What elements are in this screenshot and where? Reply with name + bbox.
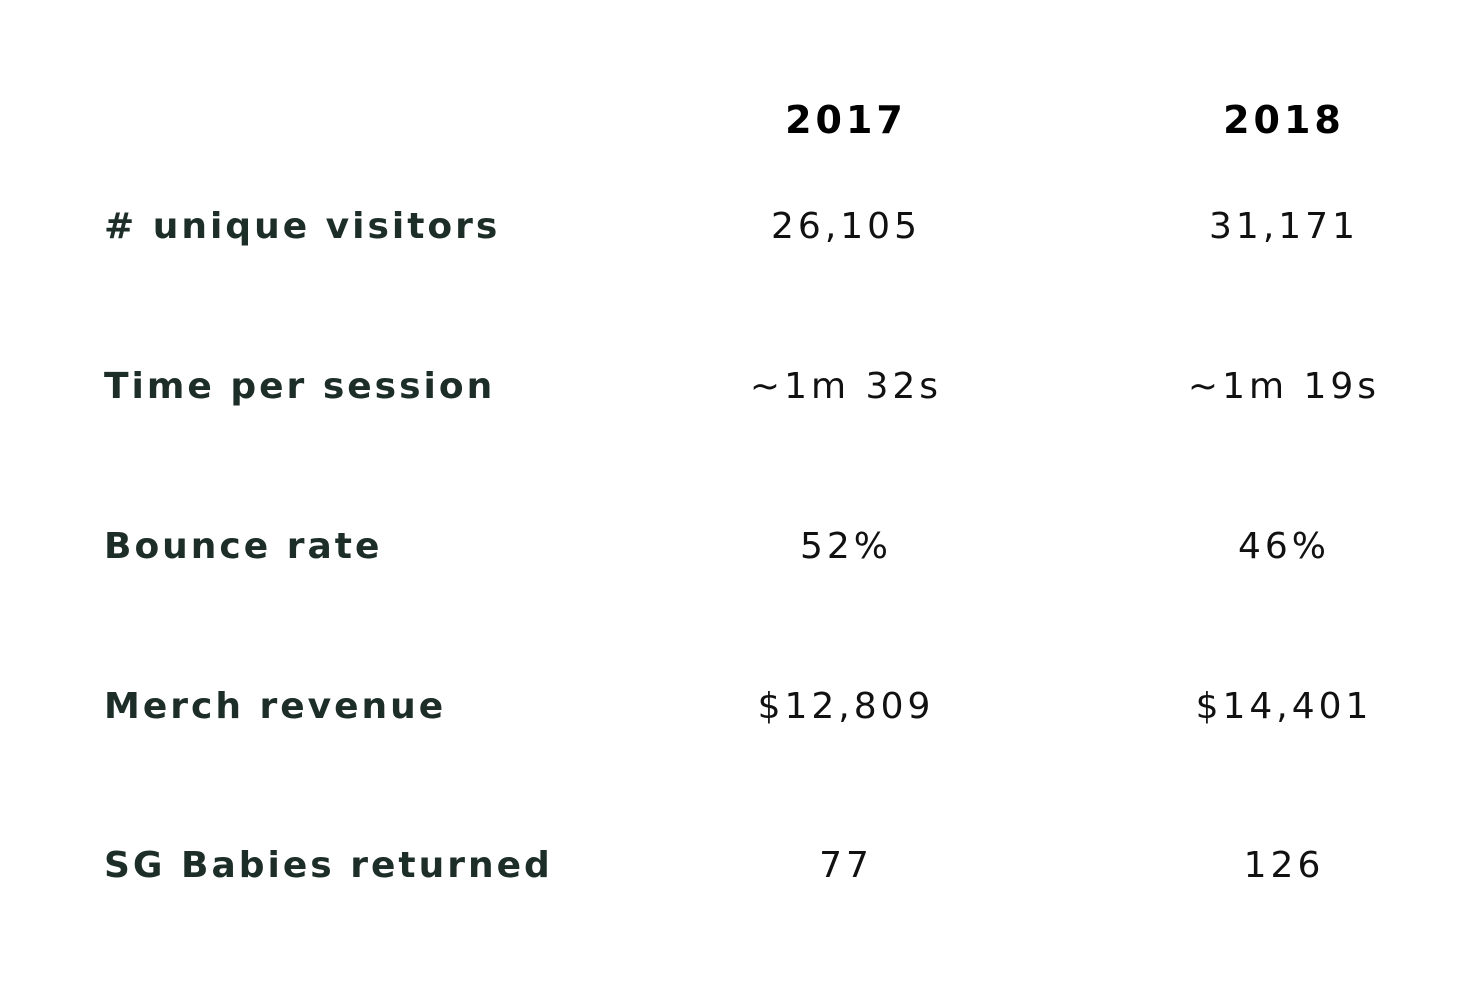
cell-2017: 77 (819, 845, 873, 886)
table-header-row: 2017 2018 (0, 92, 1479, 148)
table-row-time-per-session: Time per session ~1m 32s ~1m 19s (0, 357, 1479, 417)
row-label: Time per session (104, 366, 496, 407)
cell-2018: $14,401 (1195, 686, 1373, 727)
row-label: Merch revenue (104, 686, 447, 727)
cell-2018: 31,171 (1209, 206, 1359, 247)
row-label: SG Babies returned (104, 845, 553, 886)
cell-2018: ~1m 19s (1187, 366, 1381, 407)
table-row-bounce-rate: Bounce rate 52% 46% (0, 517, 1479, 577)
row-label: Bounce rate (104, 526, 383, 567)
row-label: # unique visitors (104, 206, 501, 247)
cell-2017: ~1m 32s (749, 366, 943, 407)
table-row-unique-visitors: # unique visitors 26,105 31,171 (0, 197, 1479, 257)
table-row-merch-revenue: Merch revenue $12,809 $14,401 (0, 677, 1479, 737)
table-row-sg-babies-returned: SG Babies returned 77 126 (0, 836, 1479, 896)
cell-2018: 46% (1237, 526, 1330, 567)
column-header-2018: 2018 (1223, 98, 1345, 142)
cell-2018: 126 (1243, 845, 1325, 886)
cell-2017: 52% (799, 526, 892, 567)
cell-2017: $12,809 (757, 686, 935, 727)
column-header-2017: 2017 (785, 98, 907, 142)
cell-2017: 26,105 (771, 206, 921, 247)
